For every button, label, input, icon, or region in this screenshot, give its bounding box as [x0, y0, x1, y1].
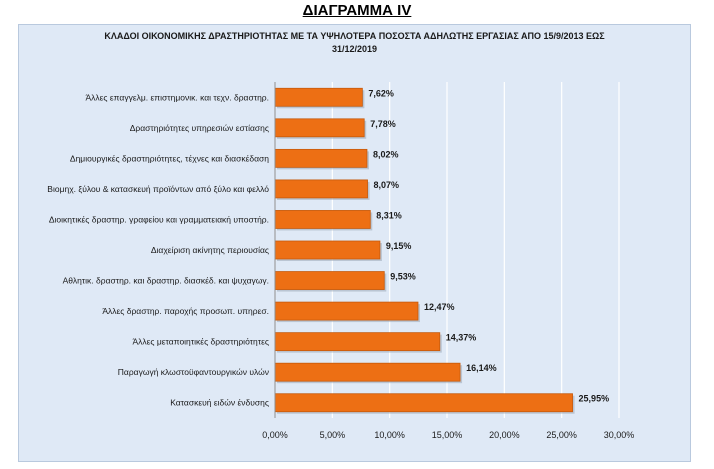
value-label: 9,53%	[390, 272, 416, 282]
value-label: 16,14%	[466, 363, 497, 373]
category-label: Άλλες δραστηρ. παροχής προσωπ. υπηρεσ.	[102, 306, 269, 316]
bar	[274, 118, 365, 138]
category-label: Άλλες επαγγελμ. επιστημονικ. και τεχν. δ…	[85, 92, 269, 102]
value-label: 25,95%	[579, 394, 610, 404]
category-label: Δημιουργικές δραστηριότητες, τέχνες και …	[70, 153, 269, 163]
x-tick-label: 0,00%	[262, 430, 288, 440]
value-label: 8,31%	[376, 210, 402, 220]
value-label: 9,15%	[386, 241, 412, 251]
page-heading: ΔΙΑΓΡΑΜΜΑ IV	[302, 2, 412, 19]
bar	[274, 179, 368, 199]
bar	[274, 210, 371, 229]
category-label: Παραγωγή κλωστοϋφαντουργικών υλών	[118, 367, 269, 377]
value-label: 14,37%	[446, 333, 477, 343]
value-label: 12,47%	[424, 302, 455, 312]
x-tick-label: 5,00%	[320, 430, 346, 440]
chart-title-line2: 31/12/2019	[331, 44, 378, 54]
category-label: Κατασκευή ειδών ένδυσης	[170, 398, 269, 408]
value-label: 7,78%	[370, 119, 396, 129]
category-label: Δραστηριότητες υπηρεσιών εστίασης	[130, 123, 269, 133]
x-tick-label: 30,00%	[604, 430, 635, 440]
bar	[274, 271, 385, 290]
category-label: Αθλητικ. δραστηρ. και δραστηρ. διασκέδ. …	[63, 276, 269, 286]
category-label: Βιομηχ. ξύλου & κατασκευή προϊόντων από …	[47, 184, 269, 194]
bar	[274, 148, 368, 168]
category-label: Διαχείριση ακίνητης περιουσίας	[151, 245, 269, 255]
category-label: Άλλες μεταποιητικές δραστηριότητες	[132, 337, 269, 347]
bar	[274, 240, 381, 260]
value-label: 8,07%	[374, 180, 400, 190]
x-tick-label: 20,00%	[489, 430, 520, 440]
bar	[274, 301, 419, 321]
bar	[274, 332, 441, 352]
x-tick-label: 25,00%	[546, 430, 577, 440]
bar	[274, 393, 573, 413]
x-tick-label: 10,00%	[374, 430, 405, 440]
bar	[274, 362, 461, 382]
bar	[274, 87, 363, 107]
value-label: 8,02%	[373, 149, 399, 159]
category-label: Διοικητικές δραστηρ. γραφείου και γραμμα…	[49, 214, 269, 224]
x-tick-label: 15,00%	[432, 430, 463, 440]
chart-title-line1: ΚΛΑΔΟΙ ΟΙΚΟΝΟΜΙΚΗΣ ΔΡΑΣΤΗΡΙΟΤΗΤΑΣ ΜΕ ΤΑ …	[104, 31, 605, 41]
value-label: 7,62%	[368, 88, 394, 98]
